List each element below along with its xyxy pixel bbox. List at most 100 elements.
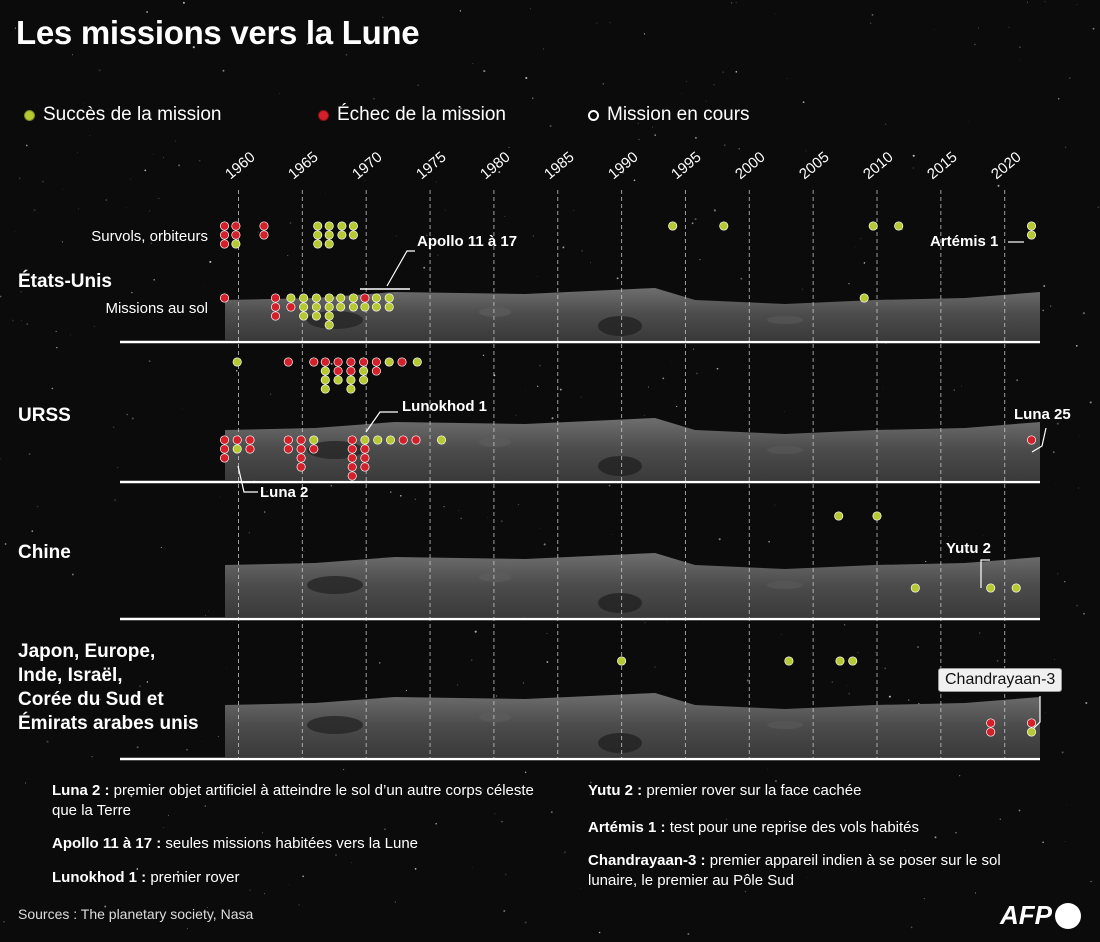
star	[153, 153, 154, 155]
star	[126, 207, 127, 208]
year-gridlines	[238, 190, 1006, 760]
star	[25, 782, 26, 784]
star	[532, 235, 534, 237]
star	[298, 168, 301, 171]
star	[622, 171, 625, 174]
success-dot	[668, 221, 678, 231]
failure-dot	[360, 453, 370, 463]
star	[192, 46, 195, 49]
crater	[767, 581, 803, 589]
star	[1008, 26, 1010, 28]
star	[146, 681, 149, 683]
star	[740, 277, 743, 280]
star	[496, 695, 497, 697]
star	[644, 621, 646, 624]
star	[198, 159, 201, 162]
star	[178, 164, 181, 167]
star	[62, 188, 64, 190]
failure-dot	[1026, 718, 1037, 728]
star	[1019, 46, 1021, 48]
star	[460, 517, 463, 520]
star	[563, 851, 566, 854]
star	[204, 805, 206, 807]
note-text: test pour une reprise des vols habités	[665, 819, 920, 836]
success-dot	[384, 302, 394, 312]
failure-dot	[219, 239, 230, 249]
star	[696, 372, 698, 375]
star	[670, 361, 672, 363]
crater	[767, 316, 803, 324]
star	[72, 54, 74, 56]
crater	[767, 446, 803, 454]
success-dot	[371, 302, 381, 312]
track-label-ground: Missions au sol	[105, 300, 208, 317]
star	[248, 532, 251, 534]
star	[426, 234, 428, 236]
failure-dot	[259, 221, 269, 231]
success-dot	[894, 221, 904, 231]
failure-dot	[333, 366, 343, 376]
star	[644, 415, 645, 416]
star	[1085, 701, 1088, 705]
star	[1057, 573, 1059, 575]
success-dot	[868, 221, 878, 231]
star	[718, 538, 721, 541]
success-dot	[311, 293, 321, 303]
success-dot	[835, 656, 845, 666]
afp-logo: AFP	[1000, 900, 1081, 931]
star	[983, 535, 984, 536]
star	[1026, 1, 1029, 3]
star	[912, 167, 914, 169]
crater	[307, 576, 363, 594]
failure-dot	[219, 444, 230, 454]
failure-dot	[219, 221, 230, 231]
star	[146, 11, 148, 13]
star	[158, 197, 160, 200]
star	[1082, 312, 1085, 315]
star	[28, 453, 31, 455]
crater	[598, 316, 642, 336]
star	[219, 496, 221, 498]
star	[537, 276, 538, 277]
star	[1089, 401, 1092, 404]
success-dot	[859, 293, 869, 303]
star	[598, 931, 601, 934]
star	[744, 891, 746, 893]
star	[713, 209, 716, 212]
star	[498, 171, 501, 174]
star	[746, 679, 749, 682]
star	[581, 250, 583, 252]
star	[955, 831, 957, 834]
star	[508, 146, 510, 149]
star	[77, 151, 78, 153]
star	[182, 1, 185, 4]
star	[460, 107, 462, 110]
star	[166, 31, 168, 33]
success-dot	[333, 375, 343, 385]
star	[131, 417, 134, 420]
star	[925, 560, 927, 563]
failure-dot	[219, 435, 230, 445]
star	[662, 377, 665, 380]
star	[783, 410, 785, 412]
star	[934, 836, 937, 839]
star	[417, 84, 419, 86]
star	[342, 768, 345, 771]
star	[457, 684, 459, 686]
failure-dot	[309, 357, 319, 367]
star	[482, 789, 484, 791]
success-dot	[299, 302, 309, 312]
star	[20, 291, 22, 293]
callout-lunokhod: Lunokhod 1	[402, 398, 487, 415]
failure-dot	[1026, 435, 1037, 445]
crater	[479, 572, 511, 582]
success-dot	[872, 511, 882, 521]
star	[654, 134, 657, 136]
note-apollo: Apollo 11 à 17 : seules missions habitée…	[52, 834, 552, 854]
star	[676, 405, 678, 408]
legend-success-label: Succès de la mission	[43, 104, 222, 125]
crater	[479, 712, 511, 722]
star	[707, 884, 709, 885]
failure-dot	[346, 357, 356, 367]
